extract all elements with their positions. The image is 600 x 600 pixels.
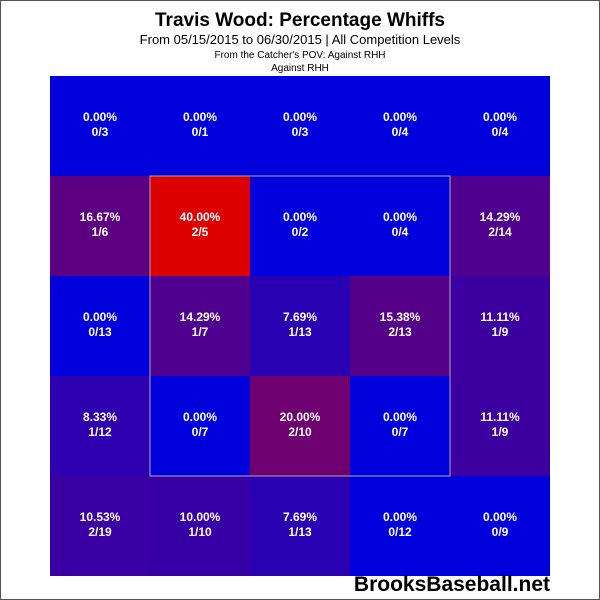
zone-cell-count-2-0: 0/13 [88, 325, 112, 339]
zone-cell-pct-0-0: 0.00% [83, 110, 117, 124]
zone-cell-1-3 [350, 176, 450, 276]
zone-cell-pct-1-2: 0.00% [283, 210, 317, 224]
zone-cell-pct-1-4: 14.29% [480, 210, 521, 224]
zone-cell-count-3-4: 1/9 [492, 425, 509, 439]
strike-zone-outline [149, 175, 451, 477]
zone-cell-pct-1-0: 16.67% [80, 210, 121, 224]
zone-cell-count-2-3: 2/13 [388, 325, 412, 339]
zone-cell-2-1 [150, 276, 250, 376]
zone-cell-4-4 [450, 476, 550, 576]
batter-hand-label: Against RHH [271, 63, 329, 74]
zone-cell-count-4-0: 2/19 [88, 525, 112, 539]
zone-cell-pct-3-2: 20.00% [280, 410, 321, 424]
zone-cell-pct-3-4: 11.11% [480, 410, 520, 424]
zone-cell-pct-1-3: 0.00% [383, 210, 417, 224]
zone-cell-pct-1-1: 40.00% [180, 210, 221, 224]
zone-cell-count-4-1: 1/10 [188, 525, 212, 539]
zone-cell-count-1-0: 1/6 [92, 225, 109, 239]
zone-cell-3-4 [450, 376, 550, 476]
zone-cell-pct-2-3: 15.38% [380, 310, 421, 324]
zone-cell-0-4 [450, 76, 550, 176]
zone-cell-3-0 [50, 376, 150, 476]
zone-cell-count-1-3: 0/4 [392, 225, 409, 239]
zone-cell-2-3 [350, 276, 450, 376]
zone-cell-count-0-3: 0/4 [392, 125, 409, 139]
zone-cell-2-2 [250, 276, 350, 376]
zone-cell-1-1 [150, 176, 250, 276]
zone-cell-pct-4-1: 10.00% [180, 510, 221, 524]
zone-cell-count-4-2: 1/13 [288, 525, 312, 539]
zone-cell-4-0 [50, 476, 150, 576]
zone-cell-pct-4-4: 0.00% [483, 510, 517, 524]
zone-cell-pct-0-4: 0.00% [483, 110, 517, 124]
zone-cell-1-2 [250, 176, 350, 276]
zone-cell-3-1 [150, 376, 250, 476]
zone-cell-3-2 [250, 376, 350, 476]
chart-subtitle: From 05/15/2015 to 06/30/2015 | All Comp… [139, 32, 461, 47]
zone-cell-0-2 [250, 76, 350, 176]
zone-cell-4-1 [150, 476, 250, 576]
zone-cell-pct-4-3: 0.00% [383, 510, 417, 524]
zone-cell-3-3 [350, 376, 450, 476]
zone-cell-pct-3-3: 0.00% [383, 410, 417, 424]
zone-cell-pct-4-2: 7.69% [283, 510, 317, 524]
zone-cell-0-3 [350, 76, 450, 176]
zone-cell-1-4 [450, 176, 550, 276]
zone-cell-count-1-4: 2/14 [488, 225, 512, 239]
zone-cell-2-0 [50, 276, 150, 376]
zone-cell-count-3-3: 0/7 [392, 425, 409, 439]
zone-cell-pct-4-0: 10.53% [80, 510, 121, 524]
zone-cell-count-0-4: 0/4 [492, 125, 509, 139]
zone-cell-2-4 [450, 276, 550, 376]
zone-cell-count-0-0: 0/3 [92, 125, 109, 139]
zone-cell-pct-3-0: 8.33% [83, 410, 117, 424]
zone-cell-pct-0-2: 0.00% [283, 110, 317, 124]
zone-cell-pct-3-1: 0.00% [183, 410, 217, 424]
zone-cell-pct-2-1: 14.29% [180, 310, 221, 324]
zone-cell-pct-0-3: 0.00% [383, 110, 417, 124]
zone-cell-count-1-2: 0/2 [292, 225, 309, 239]
zone-cell-4-3 [350, 476, 450, 576]
zone-cell-pct-2-2: 7.69% [283, 310, 317, 324]
pov-label: From the Catcher's POV: Against RHH [214, 50, 386, 61]
zone-cell-count-3-2: 2/10 [288, 425, 312, 439]
zone-cell-0-0 [50, 76, 150, 176]
zone-cell-count-0-2: 0/3 [292, 125, 309, 139]
zone-cell-count-2-4: 1/9 [492, 325, 509, 339]
chart-title: Travis Wood: Percentage Whiffs [155, 10, 445, 31]
zone-cell-4-2 [250, 476, 350, 576]
zone-cell-pct-0-1: 0.00% [183, 110, 217, 124]
zone-cell-count-2-1: 1/7 [192, 325, 209, 339]
zone-cell-count-3-1: 0/7 [192, 425, 209, 439]
zone-cell-count-1-1: 2/5 [192, 225, 209, 239]
zone-cell-0-1 [150, 76, 250, 176]
zone-cell-count-2-2: 1/13 [288, 325, 312, 339]
zone-cell-pct-2-0: 0.00% [83, 310, 117, 324]
brand-watermark: BrooksBaseball.net [353, 573, 550, 596]
zone-cell-pct-2-4: 11.11% [480, 310, 520, 324]
zone-cell-count-4-3: 0/12 [388, 525, 412, 539]
zone-cell-count-0-1: 0/1 [192, 125, 209, 139]
zone-cell-count-4-4: 0/9 [492, 525, 509, 539]
zone-cell-count-3-0: 1/12 [88, 425, 112, 439]
zone-cell-1-0 [50, 176, 150, 276]
